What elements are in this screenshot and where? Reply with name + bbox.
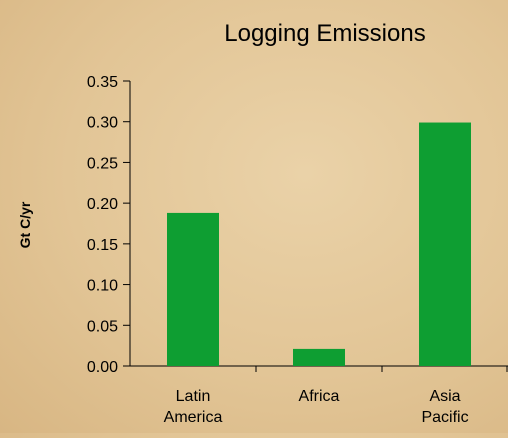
x-category-label: Asia Pacific — [421, 388, 468, 426]
x-labels: Latin America Africa Asia Pacific — [164, 388, 469, 426]
chart-title: Logging Emissions — [224, 20, 425, 47]
y-tick-label: 0.30 — [87, 115, 118, 132]
bar-asia-pacific — [419, 122, 471, 367]
y-tick-label: 0.00 — [87, 359, 118, 376]
x-category-label-line: Africa — [299, 388, 340, 405]
bars — [167, 122, 471, 367]
y-ticks: 0.00 0.05 0.10 0.15 0.20 0.25 0.30 0.35 — [87, 74, 130, 376]
x-category-label-line: America — [164, 409, 223, 426]
bar-latin-america — [167, 212, 219, 366]
x-category-label-line: Asia — [429, 388, 460, 405]
y-tick-label: 0.20 — [87, 196, 118, 213]
x-category-label: Latin America — [164, 388, 223, 426]
x-category-label: Africa — [299, 388, 340, 405]
bar-africa — [293, 348, 345, 366]
y-tick-label: 0.25 — [87, 155, 118, 172]
y-axis-label: Gt C/yr — [17, 201, 33, 248]
x-ticks — [255, 366, 508, 372]
y-tick-label: 0.05 — [87, 318, 118, 335]
y-tick-label: 0.15 — [87, 237, 118, 254]
x-category-label-line: Pacific — [421, 409, 468, 426]
y-tick-label: 0.35 — [87, 74, 118, 91]
x-category-label-line: Latin — [176, 388, 211, 405]
y-tick-label: 0.10 — [87, 278, 118, 295]
